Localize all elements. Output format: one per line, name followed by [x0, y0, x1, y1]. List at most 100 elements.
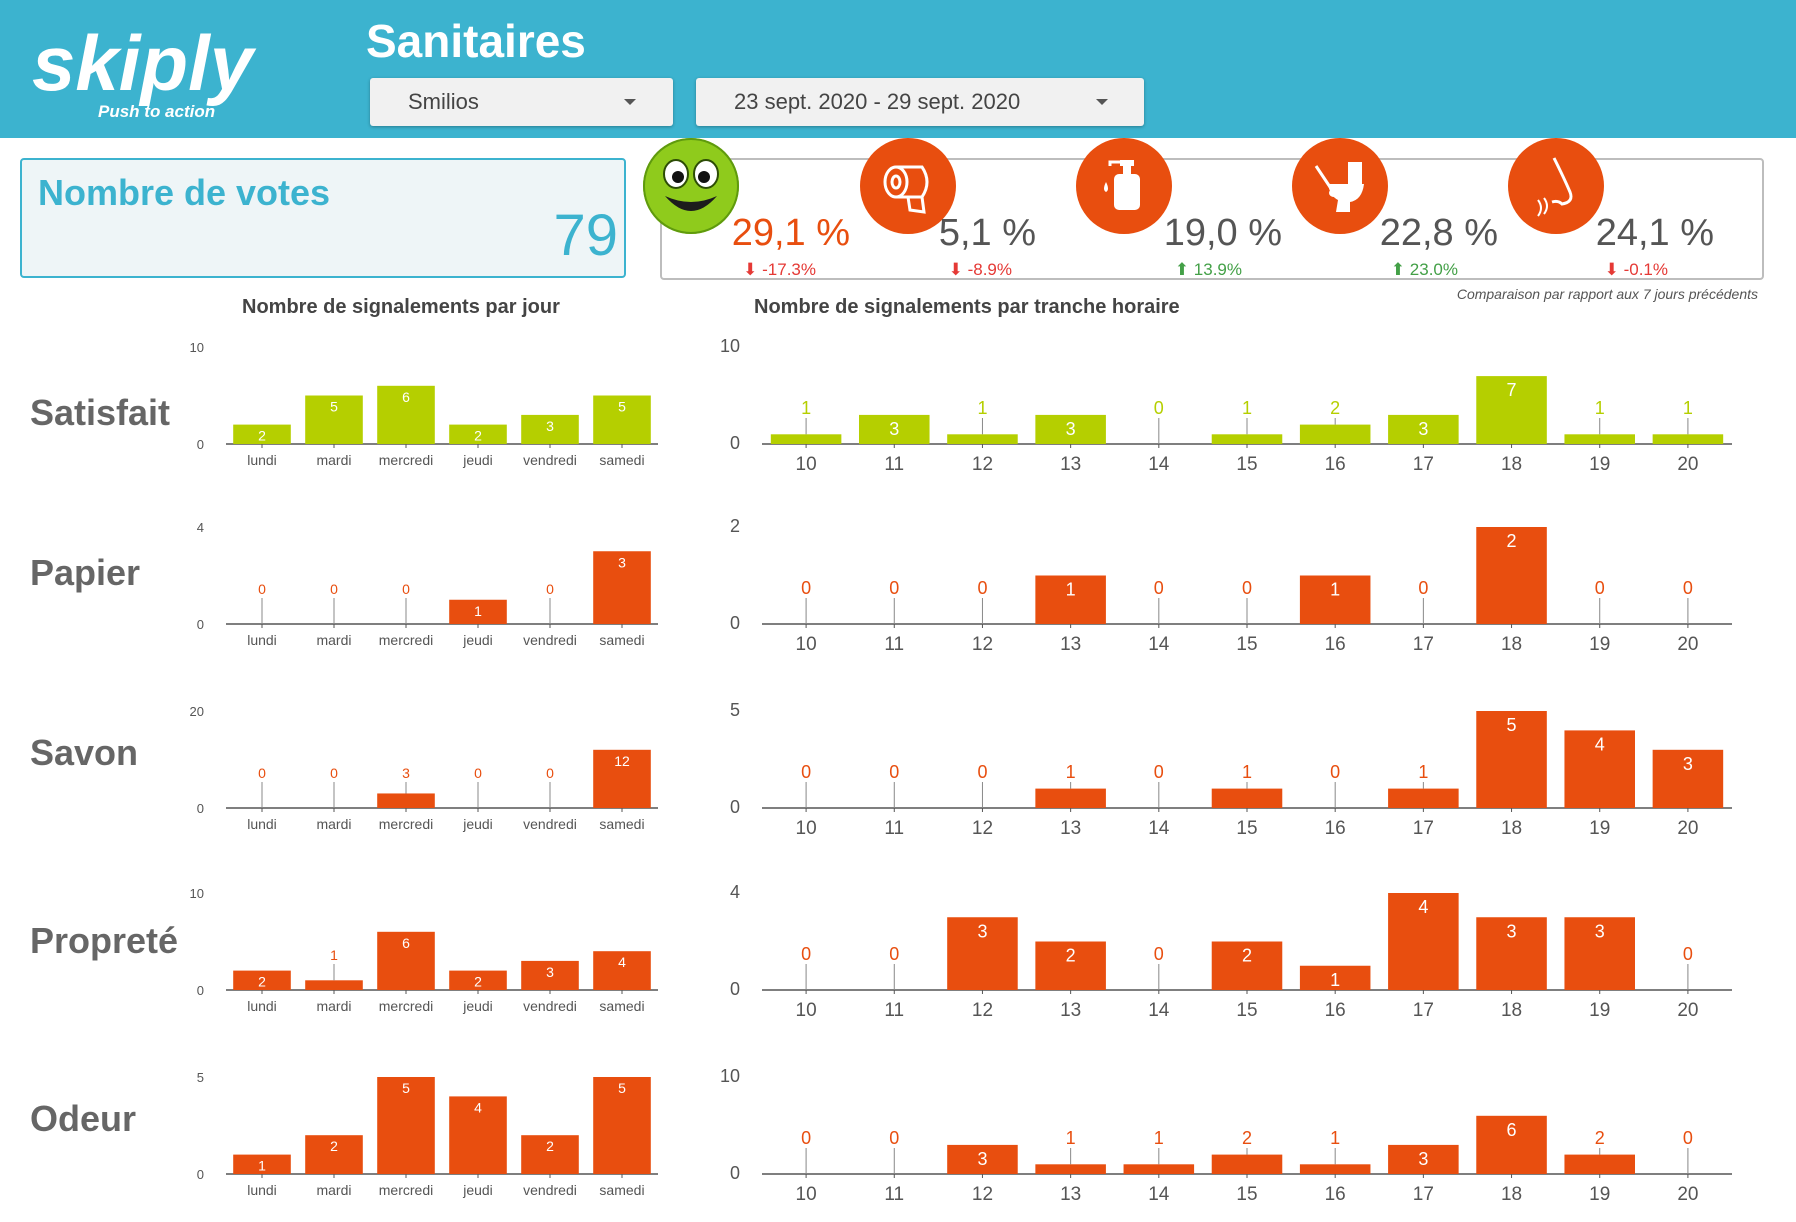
data-label: 3 [977, 921, 987, 941]
x-tick-label: mardi [316, 1182, 351, 1198]
x-tick-label: samedi [599, 1182, 644, 1198]
arrow-down-icon: ⬇︎ [948, 260, 968, 279]
x-tick-label: 12 [972, 1184, 993, 1205]
bar [1299, 1164, 1371, 1174]
x-tick-label: 13 [1060, 634, 1081, 655]
x-tick-label: mardi [316, 816, 351, 832]
y-tick-label: 0 [197, 617, 204, 632]
bar [521, 960, 579, 990]
kpi-satisfait-delta: ⬇︎ -17.3% [743, 260, 816, 279]
data-label: 2 [1595, 1128, 1605, 1148]
data-label: 2 [546, 1138, 554, 1154]
x-tick-label: 13 [1060, 454, 1081, 475]
data-label: 3 [889, 419, 899, 439]
x-tick-label: 18 [1501, 818, 1522, 839]
x-tick-label: mardi [316, 452, 351, 468]
x-tick-label: jeudi [462, 632, 493, 648]
data-label: 4 [618, 954, 626, 970]
bar [233, 424, 291, 444]
x-tick-label: samedi [599, 816, 644, 832]
data-label: 0 [330, 581, 338, 597]
x-tick-label: 10 [796, 1000, 817, 1021]
data-label: 1 [258, 1158, 266, 1174]
data-label: 0 [1154, 944, 1164, 964]
bar [233, 970, 291, 990]
bar [1476, 711, 1547, 808]
data-label: 0 [1683, 944, 1693, 964]
skiply-logo[interactable]: skiply Push to action [32, 22, 332, 122]
bar [1299, 965, 1371, 990]
x-tick-label: 12 [972, 454, 993, 475]
bar [1211, 434, 1283, 444]
x-tick-label: 20 [1677, 454, 1698, 475]
data-label: 0 [1595, 578, 1605, 598]
date-range-select[interactable]: 23 sept. 2020 - 29 sept. 2020 [696, 78, 1144, 126]
y-tick-label: 4 [197, 520, 204, 535]
bar [1388, 414, 1459, 444]
date-range-value: 23 sept. 2020 - 29 sept. 2020 [734, 89, 1021, 114]
data-label: 0 [889, 944, 899, 964]
x-tick-label: 15 [1236, 1000, 1257, 1021]
row-label-proprete: Propreté [30, 920, 179, 961]
bar [1299, 424, 1371, 444]
data-label: 0 [330, 765, 338, 781]
bar [770, 434, 842, 444]
data-label: 3 [546, 964, 554, 980]
x-tick-label: vendredi [523, 452, 577, 468]
bar [1123, 1164, 1195, 1174]
row-label-savon: Savon [30, 732, 139, 773]
x-tick-label: 17 [1413, 1000, 1434, 1021]
x-tick-label: mardi [316, 632, 351, 648]
bar [521, 1135, 579, 1174]
y-tick-label: 4 [730, 882, 740, 902]
data-label: 0 [1683, 1128, 1693, 1148]
bar [449, 1096, 507, 1174]
x-tick-label: 14 [1148, 454, 1170, 475]
kpi-savon-value: 19,0 % [1163, 212, 1282, 254]
x-tick-label: 16 [1325, 454, 1346, 475]
soap-icon [1076, 138, 1172, 234]
bar [305, 980, 363, 990]
bar [1564, 1154, 1635, 1174]
x-tick-label: vendredi [523, 998, 577, 1014]
x-tick-label: 19 [1589, 1184, 1610, 1205]
y-tick-label: 5 [730, 700, 740, 720]
bar [1652, 434, 1724, 444]
votes-label: Nombre de votes [38, 172, 331, 213]
bar [593, 551, 651, 624]
x-tick-label: 18 [1501, 1000, 1522, 1021]
data-label: 0 [258, 765, 266, 781]
x-tick-label: jeudi [462, 452, 493, 468]
bar [377, 385, 435, 444]
x-tick-label: 18 [1501, 454, 1522, 475]
x-tick-label: mercredi [379, 1182, 433, 1198]
kpi-odeur-value: 24,1 % [1595, 212, 1714, 254]
x-tick-label: 16 [1325, 1184, 1346, 1205]
data-label: 3 [1683, 754, 1693, 774]
data-label: 0 [801, 578, 811, 598]
x-tick-label: 17 [1413, 454, 1434, 475]
x-tick-label: mercredi [379, 816, 433, 832]
x-tick-label: samedi [599, 452, 644, 468]
arrow-down-icon: ⬇︎ [743, 260, 763, 279]
data-label: 0 [889, 1128, 899, 1148]
kpi-proprete-value: 22,8 % [1379, 212, 1498, 254]
x-tick-label: jeudi [462, 1182, 493, 1198]
data-label: 0 [801, 1128, 811, 1148]
x-tick-label: 11 [884, 1184, 904, 1205]
data-label: 2 [258, 974, 266, 990]
kpi-savon-delta: ⬆︎ 13.9% [1174, 260, 1242, 279]
data-label: 0 [402, 581, 410, 597]
data-label: 6 [402, 389, 410, 405]
site-select[interactable]: Smilios [370, 78, 673, 126]
bar [449, 970, 507, 990]
x-tick-label: 16 [1325, 818, 1346, 839]
data-label: 0 [1154, 398, 1164, 418]
x-tick-label: 14 [1148, 634, 1170, 655]
kpi-proprete-delta: ⬆︎ 23.0% [1390, 260, 1458, 279]
arrow-up-icon: ⬆︎ [1174, 260, 1194, 279]
y-tick-label: 0 [730, 797, 740, 817]
data-label: 0 [1683, 578, 1693, 598]
x-tick-label: 13 [1060, 818, 1081, 839]
